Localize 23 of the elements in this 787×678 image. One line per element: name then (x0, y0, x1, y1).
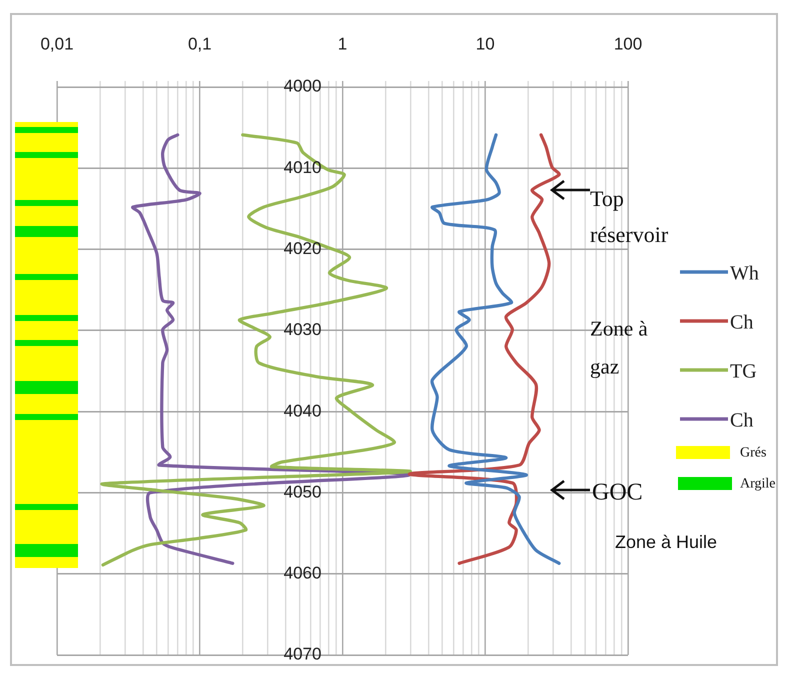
y-tick-label: 4000 (284, 76, 322, 96)
x-tick-label: 100 (614, 34, 642, 54)
x-tick-label: 1 (338, 34, 348, 54)
y-tick-label: 4030 (284, 320, 322, 340)
y-tick-label: 4070 (284, 644, 322, 664)
y-tick-label: 4050 (284, 482, 322, 502)
annotation: GOC (592, 479, 643, 506)
legend-label: TG (730, 360, 757, 382)
y-tick-label: 4010 (284, 158, 322, 177)
x-tick-label: 0,1 (188, 34, 212, 54)
text: Argile (740, 476, 776, 492)
legend-label: Wh (730, 262, 759, 284)
text: Grés (740, 446, 766, 461)
annotation: Top réservoir (590, 186, 669, 247)
x-tick-label: 10 (476, 34, 495, 54)
y-tick-label: 4040 (284, 401, 322, 420)
annotation: Zone à Huile (615, 532, 718, 552)
legend-label: Ch (730, 409, 754, 432)
legend-label: Ch (730, 311, 754, 334)
y-tick-label: 4020 (284, 238, 322, 258)
annotation: Zone à gaz (590, 316, 648, 379)
x-tick-label: 0,01 (40, 34, 74, 54)
y-tick-label: 4060 (284, 564, 322, 583)
